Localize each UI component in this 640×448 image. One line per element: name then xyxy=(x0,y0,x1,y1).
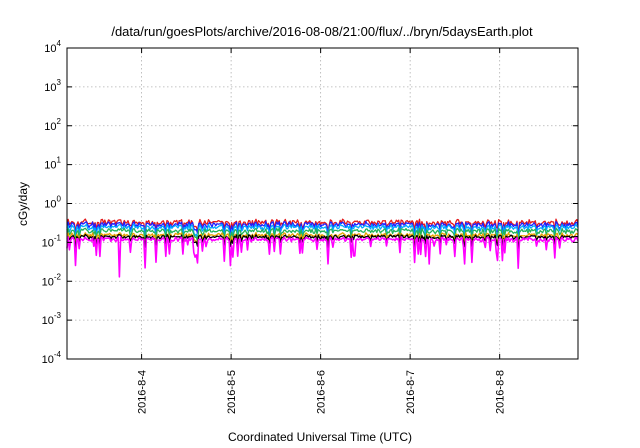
x-tick-label: 2016-8-4 xyxy=(137,370,149,414)
x-tick-label: 2016-8-6 xyxy=(316,370,328,414)
y-tick-label: 10-1 xyxy=(42,233,62,249)
series-line xyxy=(66,220,579,240)
series-line xyxy=(66,236,579,278)
data-series-group xyxy=(66,218,579,278)
y-axis-label: cGy/day xyxy=(16,182,30,226)
y-tick-label: 104 xyxy=(44,39,61,55)
x-axis-ticks: 2016-8-4 2016-8-5 2016-8-6 2016-8-7 2016-8-8 xyxy=(137,48,507,414)
y-tick-label: 10-2 xyxy=(42,272,62,288)
x-tick-label: 2016-8-8 xyxy=(495,370,507,414)
x-tick-label: 2016-8-7 xyxy=(405,370,417,414)
series-line xyxy=(66,233,579,250)
x-axis-label: Coordinated Universal Time (UTC) xyxy=(228,430,412,444)
chart-title: /data/run/goesPlots/archive/2016-08-08/2… xyxy=(111,24,533,39)
series-line xyxy=(66,231,579,248)
x-tick-label: 2016-8-5 xyxy=(226,370,238,414)
y-tick-label: 100 xyxy=(44,195,61,211)
series-line xyxy=(66,227,579,245)
y-tick-label: 102 xyxy=(44,117,61,133)
y-tick-label: 101 xyxy=(44,156,61,172)
series-line xyxy=(66,223,579,243)
grid-lines xyxy=(67,48,578,359)
y-tick-label: 10-3 xyxy=(42,311,62,327)
y-tick-label: 10-4 xyxy=(42,350,62,366)
y-axis-ticks: 104 103 102 101 100 10-1 10-2 10-3 10-4 xyxy=(42,39,578,366)
y-tick-label: 103 xyxy=(44,78,61,94)
